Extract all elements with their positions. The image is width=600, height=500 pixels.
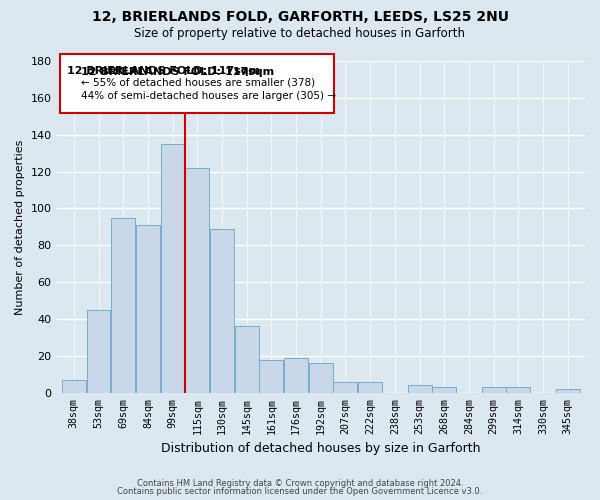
Bar: [86, 310, 110, 393]
Y-axis label: Number of detached properties: Number of detached properties: [15, 139, 25, 314]
X-axis label: Distribution of detached houses by size in Garforth: Distribution of detached houses by size …: [161, 442, 481, 455]
Bar: [407, 386, 431, 393]
Bar: [185, 168, 209, 393]
Text: 12, BRIERLANDS FOLD, GARFORTH, LEEDS, LS25 2NU: 12, BRIERLANDS FOLD, GARFORTH, LEEDS, LS…: [91, 10, 509, 24]
Text: 12 BRIERLANDS FOLD: 117sqm: 12 BRIERLANDS FOLD: 117sqm: [67, 66, 260, 76]
Text: Size of property relative to detached houses in Garforth: Size of property relative to detached ho…: [134, 28, 466, 40]
Bar: [556, 389, 580, 393]
Bar: [506, 388, 530, 393]
Bar: [235, 326, 259, 393]
Bar: [210, 229, 234, 393]
Bar: [259, 360, 283, 393]
Bar: [334, 382, 358, 393]
Bar: [62, 380, 86, 393]
FancyBboxPatch shape: [60, 54, 334, 112]
Bar: [111, 218, 135, 393]
Bar: [309, 364, 333, 393]
Text: 44% of semi-detached houses are larger (305) →: 44% of semi-detached houses are larger (…: [81, 90, 336, 101]
Text: ← 55% of detached houses are smaller (378): ← 55% of detached houses are smaller (37…: [81, 78, 316, 88]
Bar: [136, 225, 160, 393]
Bar: [358, 382, 382, 393]
Bar: [482, 388, 506, 393]
Bar: [284, 358, 308, 393]
Bar: [161, 144, 185, 393]
Text: Contains HM Land Registry data © Crown copyright and database right 2024.: Contains HM Land Registry data © Crown c…: [137, 478, 463, 488]
Text: Contains public sector information licensed under the Open Government Licence v3: Contains public sector information licen…: [118, 487, 482, 496]
Text: 12 BRIERLANDS FOLD: 117sqm: 12 BRIERLANDS FOLD: 117sqm: [81, 66, 274, 76]
Bar: [432, 388, 456, 393]
